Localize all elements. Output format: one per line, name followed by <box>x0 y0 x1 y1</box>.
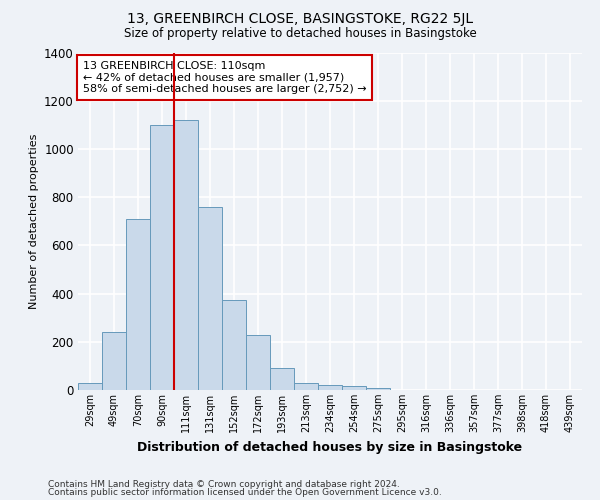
Bar <box>198 207 222 390</box>
Bar <box>246 334 270 390</box>
Bar <box>150 125 174 390</box>
Bar <box>270 368 294 390</box>
Text: 13, GREENBIRCH CLOSE, BASINGSTOKE, RG22 5JL: 13, GREENBIRCH CLOSE, BASINGSTOKE, RG22 … <box>127 12 473 26</box>
X-axis label: Distribution of detached houses by size in Basingstoke: Distribution of detached houses by size … <box>137 440 523 454</box>
Bar <box>102 332 126 390</box>
Bar <box>318 385 342 390</box>
Bar <box>126 219 150 390</box>
Y-axis label: Number of detached properties: Number of detached properties <box>29 134 38 309</box>
Bar <box>366 388 390 390</box>
Bar <box>78 383 102 390</box>
Text: Contains HM Land Registry data © Crown copyright and database right 2024.: Contains HM Land Registry data © Crown c… <box>48 480 400 489</box>
Bar <box>222 300 246 390</box>
Bar <box>294 383 318 390</box>
Text: 13 GREENBIRCH CLOSE: 110sqm
← 42% of detached houses are smaller (1,957)
58% of : 13 GREENBIRCH CLOSE: 110sqm ← 42% of det… <box>83 61 367 94</box>
Bar <box>174 120 198 390</box>
Text: Size of property relative to detached houses in Basingstoke: Size of property relative to detached ho… <box>124 28 476 40</box>
Bar <box>342 386 366 390</box>
Text: Contains public sector information licensed under the Open Government Licence v3: Contains public sector information licen… <box>48 488 442 497</box>
